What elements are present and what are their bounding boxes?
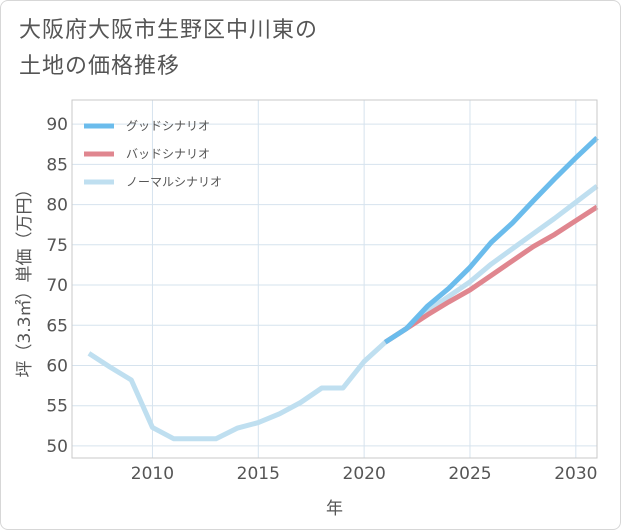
y-tick-label: 85 (46, 155, 68, 175)
y-tick-label: 70 (46, 276, 68, 296)
legend-label-0: グッドシナリオ (126, 119, 210, 133)
chart-title: 大阪府大阪市生野区中川東の 土地の価格推移 (19, 13, 318, 85)
y-tick-label: 65 (46, 316, 68, 336)
plot-border (71, 99, 598, 459)
x-tick-label: 2015 (237, 464, 280, 484)
x-tick-label: 2025 (448, 464, 491, 484)
series-layer (87, 135, 599, 442)
series-line-0 (383, 135, 599, 345)
x-tick-labels: 2010 2015 2020 2025 2030 (131, 464, 598, 484)
x-axis-label: 年 (326, 499, 343, 519)
legend-label-2: ノーマルシナリオ (126, 175, 222, 189)
y-axis-label: 坪（3.3㎡）単価（万円） (15, 180, 35, 377)
y-tick-label: 75 (46, 236, 68, 256)
x-tick-label: 2030 (554, 464, 597, 484)
y-tick-label: 50 (46, 437, 68, 457)
series-line-1 (383, 204, 599, 345)
chart-title-line-1: 大阪府大阪市生野区中川東の (19, 18, 319, 43)
y-tick-label: 80 (46, 196, 68, 216)
x-tick-label: 2010 (131, 464, 174, 484)
x-tick-label: 2020 (343, 464, 386, 484)
y-tick-label: 60 (46, 356, 68, 376)
chart-title-line-2: 土地の価格推移 (19, 54, 181, 79)
series-line-2 (87, 184, 599, 442)
y-tick-label: 90 (46, 115, 68, 135)
y-tick-label: 55 (46, 397, 68, 417)
legend-label-1: バッドシナリオ (126, 147, 210, 161)
y-tick-labels: 50 55 60 65 70 75 80 85 90 (46, 115, 68, 457)
